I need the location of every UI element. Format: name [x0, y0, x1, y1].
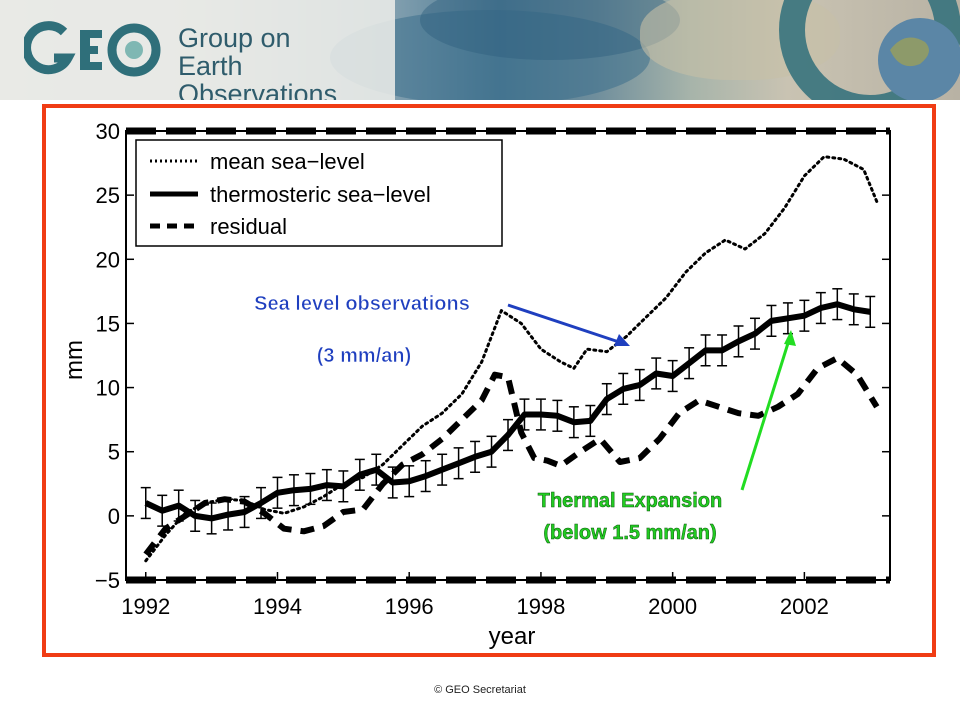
annotation-thermal-arrowhead [784, 330, 796, 346]
footer-copyright: © GEO Secretariat [434, 684, 526, 696]
y-tick-label: 25 [96, 183, 120, 208]
y-axis-label: mm [61, 340, 88, 380]
y-tick-label: 20 [96, 247, 120, 272]
annotation-sea-level-arrow [507, 303, 623, 345]
y-tick-label: 10 [96, 376, 120, 401]
annotation-sea-level-rate: (3 mm/an) [317, 345, 411, 367]
organization-name-line2: Earth Observations [178, 51, 338, 100]
x-tick-label: 1994 [253, 594, 302, 619]
chart-frame [42, 104, 936, 657]
y-tick-label: 15 [96, 311, 120, 336]
legend-label-mean-sea-level: mean sea−level [210, 149, 365, 174]
legend: mean sea−level thermosteric sea−level re… [135, 139, 503, 247]
legend-label-residual: residual [210, 214, 287, 239]
x-tick-labels: 1992 1994 1996 1998 2000 2002 [121, 594, 829, 619]
chart-series [140, 155, 880, 563]
x-tick-label: 1998 [516, 594, 565, 619]
error-bar [140, 486, 151, 520]
plot-area [125, 127, 891, 584]
annotation-thermal: Thermal Expansion (below 1.5 mm/an) [538, 330, 796, 544]
x-tick-label: 2000 [648, 594, 697, 619]
y-tick-label: −5 [95, 568, 120, 593]
organization-name-line1: Group on [178, 23, 291, 53]
y-tick-labels: −5 0 5 10 15 20 25 30 [95, 119, 120, 593]
y-tick-label: 5 [108, 440, 120, 465]
series-line-dashed [143, 355, 880, 557]
organization-name: Group on Earth Observations [178, 24, 395, 100]
annotation-thermal-title: Thermal Expansion [538, 490, 723, 512]
series-line-solid [144, 301, 871, 522]
x-tick-label: 1992 [121, 594, 170, 619]
axis-ticks [126, 130, 890, 581]
series-line-dotted [144, 155, 879, 563]
annotation-thermal-arrow [740, 339, 791, 491]
annotation-sea-level-title: Sea level observations [254, 293, 470, 315]
y-tick-label: 0 [108, 504, 120, 529]
y-tick-label: 30 [96, 119, 120, 144]
globe-logo-icon [779, 0, 960, 100]
annotation-thermal-rate: (below 1.5 mm/an) [543, 522, 716, 544]
annotation-sea-level: Sea level observations (3 mm/an) [254, 293, 630, 367]
x-tick-label: 2002 [780, 594, 829, 619]
header-banner: Group on Earth Observations [0, 0, 960, 100]
logo-area: Group on Earth Observations [0, 0, 395, 100]
geo-logo-icon [24, 21, 161, 77]
annotation-sea-level-arrowhead [614, 334, 630, 346]
x-axis-label: year [489, 623, 536, 650]
legend-label-thermosteric: thermosteric sea−level [210, 182, 431, 207]
x-tick-label: 1996 [385, 594, 434, 619]
error-bar [865, 295, 876, 329]
